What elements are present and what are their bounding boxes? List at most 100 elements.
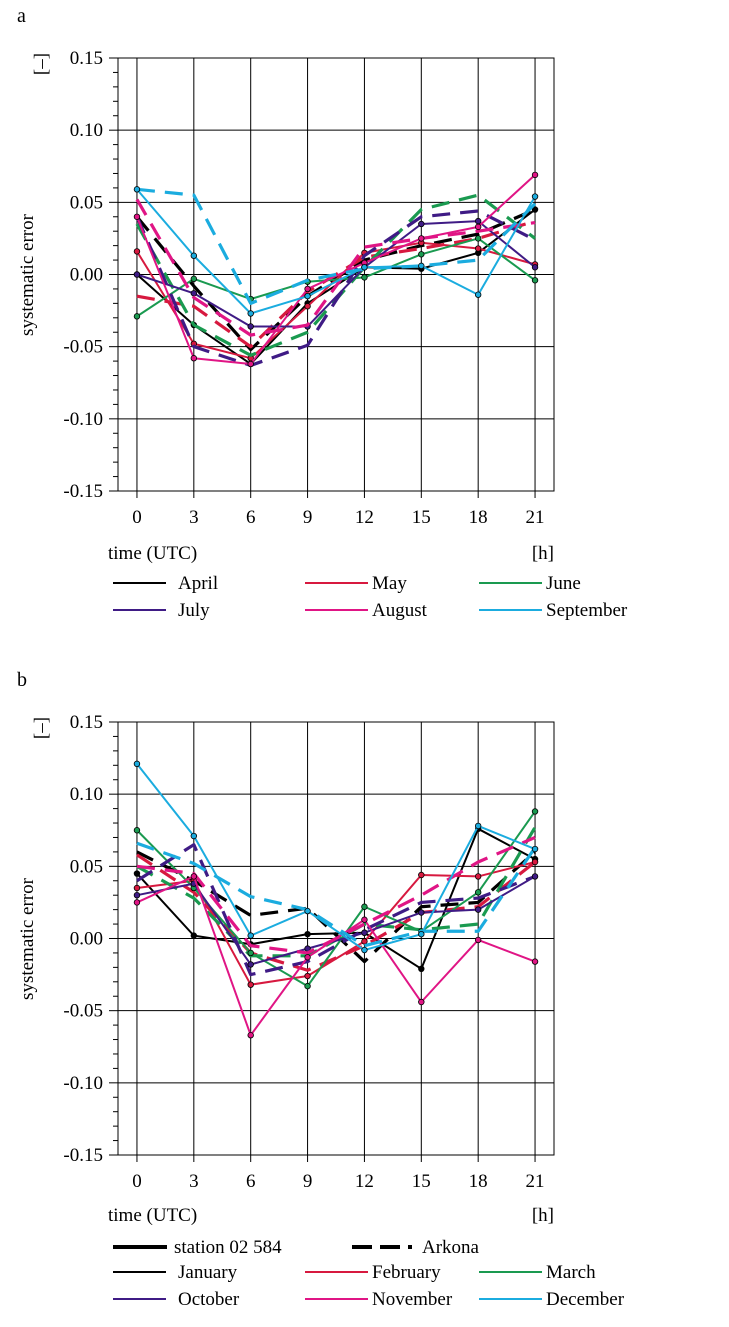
data-point — [418, 235, 425, 242]
arkona-line — [135, 209, 536, 368]
data-point — [304, 954, 311, 961]
data-point — [304, 303, 311, 310]
y-unit-label: [–] — [31, 717, 52, 739]
station-line — [136, 827, 536, 970]
y-tick-label: 0.10 — [70, 120, 103, 141]
data-point — [474, 889, 482, 896]
data-point — [133, 884, 141, 892]
y-tick-label: -0.10 — [63, 409, 103, 430]
data-point — [133, 870, 141, 877]
legend-label: January — [178, 1262, 238, 1283]
x-tick-label: 18 — [469, 507, 488, 528]
data-point — [418, 871, 425, 879]
data-point — [361, 264, 368, 271]
data-point — [304, 972, 311, 980]
chart-panel-a: a [–] 0.15 0.10 0.05 0.00 -0.05 -0.10 -0.15 0 3 6 9 1… — [17, 5, 628, 621]
x-tick-label: 15 — [412, 507, 431, 528]
arkona-line — [136, 843, 536, 977]
data-point — [361, 929, 368, 936]
data-point — [133, 248, 141, 255]
station-line — [136, 237, 536, 318]
x-tick-label: 9 — [303, 507, 313, 528]
data-point — [531, 858, 539, 866]
data-point — [361, 903, 368, 910]
data-point — [418, 262, 425, 270]
data-point — [247, 949, 254, 957]
legend-label: May — [372, 573, 407, 594]
data-point — [133, 213, 141, 220]
data-point — [474, 873, 482, 880]
data-point — [247, 961, 254, 968]
chart-panel-b: b [–] 0.15 0.10 0.05 0.00 -0.05 -0.10 -0.15 0 3 6 9 1… — [17, 669, 625, 1310]
legend-arkona-label: Arkona — [422, 1237, 480, 1258]
arkona-line — [136, 850, 537, 964]
data-point — [190, 832, 198, 840]
arkona-line — [136, 853, 537, 972]
data-point — [418, 909, 425, 916]
station-line — [136, 875, 536, 966]
y-unit-label: [–] — [31, 53, 52, 75]
x-tick-label: 21 — [526, 1171, 545, 1192]
data-point — [474, 235, 482, 242]
x-tick-label: 12 — [355, 1171, 374, 1192]
arkona-line — [135, 208, 536, 352]
data-point — [531, 171, 539, 179]
data-point — [474, 217, 482, 225]
x-unit-label: [h] — [532, 543, 554, 564]
data-point — [304, 982, 311, 990]
data-point — [133, 186, 141, 193]
data-point — [190, 252, 198, 259]
x-tick-label: 21 — [526, 507, 545, 528]
arkona-line — [135, 198, 536, 337]
data-point — [418, 251, 425, 258]
station-line — [136, 875, 536, 1037]
data-point — [247, 360, 254, 368]
data-point — [247, 981, 254, 988]
data-point — [133, 271, 141, 278]
legend-label: December — [546, 1289, 625, 1310]
y-tick-label: -0.05 — [63, 1001, 103, 1022]
data-point — [531, 206, 539, 213]
data-point — [304, 285, 311, 293]
data-point — [304, 907, 311, 915]
data-point — [247, 310, 254, 317]
data-point — [133, 827, 141, 834]
data-point — [133, 760, 141, 768]
legend-label: September — [546, 600, 628, 621]
y-tick-label: 0.05 — [70, 192, 103, 213]
series-september — [133, 186, 539, 317]
legend-station-label: station 02 584 — [174, 1237, 282, 1258]
x-axis-label: time (UTC) — [108, 543, 197, 564]
y-tick-label: -0.15 — [63, 481, 103, 502]
data-point — [418, 965, 425, 973]
data-point — [531, 845, 539, 853]
data-point — [474, 223, 482, 231]
data-point — [418, 220, 425, 228]
data-point — [531, 193, 539, 200]
x-axis-label: time (UTC) — [108, 1205, 197, 1226]
series-august — [133, 171, 539, 368]
legend-label: July — [178, 600, 210, 621]
data-point — [531, 277, 539, 284]
x-tick-label: 3 — [189, 507, 199, 528]
legend-label: June — [546, 573, 581, 594]
data-point — [247, 932, 254, 939]
data-point — [531, 958, 539, 965]
data-point — [190, 275, 198, 283]
data-point — [133, 899, 141, 906]
data-point — [531, 264, 539, 271]
data-point — [247, 323, 254, 330]
legend-label: March — [546, 1262, 596, 1283]
y-axis-label: systematic error — [17, 213, 38, 336]
y-tick-label: -0.05 — [63, 337, 103, 358]
data-point — [133, 892, 141, 899]
y-tick-label: 0.15 — [70, 712, 103, 733]
data-point — [190, 873, 198, 880]
legend-label: October — [178, 1289, 240, 1310]
data-point — [474, 906, 482, 913]
data-point — [190, 932, 198, 939]
y-tick-label: 0.10 — [70, 784, 103, 805]
y-axis-label: systematic error — [17, 877, 38, 1000]
